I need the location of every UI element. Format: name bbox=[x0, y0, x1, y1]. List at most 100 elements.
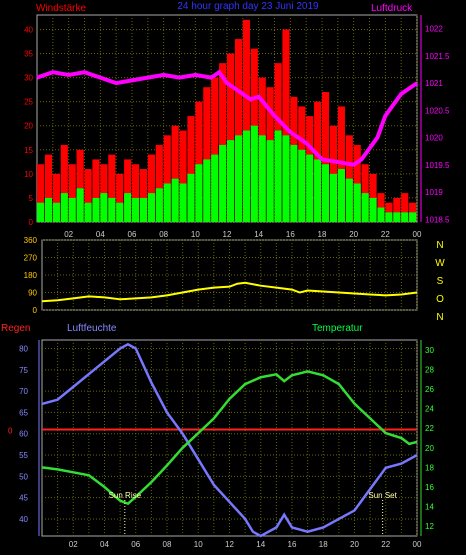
wind-average-bar bbox=[139, 197, 148, 222]
temperature-axis-title: Temperatur bbox=[312, 323, 363, 334]
wind-average-bar bbox=[92, 197, 100, 222]
pressure-tick-label: 1018.5 bbox=[425, 215, 450, 224]
x-tick-label: 04 bbox=[96, 230, 105, 239]
wind-average-bar bbox=[37, 202, 45, 222]
wind-average-bar bbox=[163, 183, 171, 222]
wind-tick-label: 25 bbox=[24, 98, 33, 107]
x-tick-label: 22 bbox=[381, 230, 390, 239]
wind-tick-label: 35 bbox=[24, 50, 33, 59]
wind-gust-bar bbox=[108, 154, 116, 222]
wind-gust-bar bbox=[211, 77, 219, 223]
x-tick-label: 04 bbox=[100, 540, 109, 549]
wind-tick-label: 20 bbox=[24, 122, 33, 131]
wind-tick-label: 5 bbox=[29, 194, 34, 203]
wind-gust-bar bbox=[187, 116, 195, 222]
wind-tick-label: 0 bbox=[29, 218, 34, 227]
wind-average-bar bbox=[306, 154, 314, 222]
compass-label: S bbox=[437, 276, 444, 287]
wind-average-bar bbox=[322, 164, 330, 222]
wind-average-bar bbox=[203, 159, 211, 222]
direction-tick-label: 180 bbox=[24, 271, 38, 280]
wind-gust-bar bbox=[179, 130, 187, 222]
wind-average-bar bbox=[68, 197, 76, 222]
temperature-tick-label: 20 bbox=[425, 444, 434, 453]
wind-tick-label: 30 bbox=[24, 74, 33, 83]
temperature-tick-label: 16 bbox=[425, 483, 434, 492]
x-tick-label: 10 bbox=[191, 230, 200, 239]
wind-average-bar bbox=[361, 193, 369, 222]
wind-average-bar bbox=[298, 149, 306, 222]
wind-average-bar bbox=[219, 144, 227, 222]
x-tick-label: 14 bbox=[254, 230, 263, 239]
humidity-series-line bbox=[41, 342, 418, 538]
wind-average-bar bbox=[393, 212, 401, 222]
x-tick-label: 06 bbox=[128, 230, 137, 239]
wind-gust-bar bbox=[84, 169, 92, 222]
wind-average-bar bbox=[290, 144, 298, 222]
wind-average-bar bbox=[124, 193, 132, 222]
pressure-tick-label: 1022 bbox=[425, 25, 443, 34]
x-tick-label: 18 bbox=[319, 540, 328, 549]
wind-gust-bar bbox=[139, 169, 148, 222]
wind-gust-bar bbox=[132, 164, 140, 222]
wind-gust-bar bbox=[345, 135, 353, 222]
temperature-tick-label: 24 bbox=[425, 405, 434, 414]
x-tick-label: 08 bbox=[159, 230, 168, 239]
wind-average-bar bbox=[282, 135, 290, 222]
wind-average-bar bbox=[171, 178, 179, 222]
wind-gust-bar bbox=[44, 154, 53, 222]
x-tick-label: 16 bbox=[286, 230, 295, 239]
wind-gust-bar bbox=[124, 159, 132, 222]
direction-tick-label: 90 bbox=[28, 289, 37, 298]
x-tick-label: 00 bbox=[413, 230, 422, 239]
wind-gust-bar bbox=[227, 53, 235, 222]
wind-average-bar bbox=[329, 173, 338, 222]
x-tick-label: 12 bbox=[223, 230, 232, 239]
wind-average-bar bbox=[345, 178, 353, 222]
x-tick-label: 20 bbox=[350, 540, 359, 549]
chart-title: 24 hour graph day 23 Juni 2019 bbox=[177, 1, 319, 12]
wind-gust-bar bbox=[234, 39, 243, 223]
wind-average-bar bbox=[337, 169, 345, 222]
wind-gust-bar bbox=[203, 87, 211, 222]
temperature-tick-label: 12 bbox=[425, 522, 434, 531]
wind-direction-series-line bbox=[41, 281, 418, 303]
wind-tick-label: 15 bbox=[24, 146, 33, 155]
temperature-tick-label: 28 bbox=[425, 365, 434, 374]
wind-gust-bar bbox=[60, 144, 68, 222]
rain-axis-title: Regen bbox=[1, 323, 30, 334]
humidity-tick-label: 70 bbox=[19, 387, 28, 396]
wind-average-bar bbox=[147, 193, 155, 222]
direction-tick-label: 360 bbox=[24, 236, 38, 245]
humidity-tick-label: 60 bbox=[19, 430, 28, 439]
humidity-tick-label: 40 bbox=[19, 515, 28, 524]
direction-tick-label: 270 bbox=[24, 254, 38, 263]
wind-gust-bar bbox=[155, 144, 163, 222]
x-tick-label: 08 bbox=[163, 540, 172, 549]
compass-label: N bbox=[436, 312, 443, 323]
wind-average-bar bbox=[401, 212, 409, 222]
wind-tick-label: 40 bbox=[24, 25, 33, 34]
x-tick-label: 02 bbox=[69, 540, 78, 549]
wind-average-bar bbox=[155, 188, 163, 222]
x-tick-label: 00 bbox=[413, 540, 422, 549]
wind-axis-title: Windstärke bbox=[36, 3, 86, 14]
x-tick-label: 14 bbox=[256, 540, 265, 549]
pressure-series-line bbox=[36, 69, 419, 167]
rain-tick-label: 0 bbox=[8, 426, 13, 435]
wind-gust-bar bbox=[242, 19, 250, 223]
wind-gust-bar bbox=[52, 173, 60, 222]
temperature-tick-label: 22 bbox=[425, 424, 434, 433]
x-tick-label: 22 bbox=[381, 540, 390, 549]
wind-average-bar bbox=[385, 212, 393, 222]
wind-average-bar bbox=[211, 154, 219, 222]
compass-label: W bbox=[435, 258, 445, 269]
humidity-tick-label: 55 bbox=[19, 451, 28, 460]
x-tick-label: 16 bbox=[288, 540, 297, 549]
wind-gust-bar bbox=[68, 164, 76, 222]
wind-gust-bar bbox=[76, 149, 84, 222]
wind-average-bar bbox=[274, 130, 282, 222]
